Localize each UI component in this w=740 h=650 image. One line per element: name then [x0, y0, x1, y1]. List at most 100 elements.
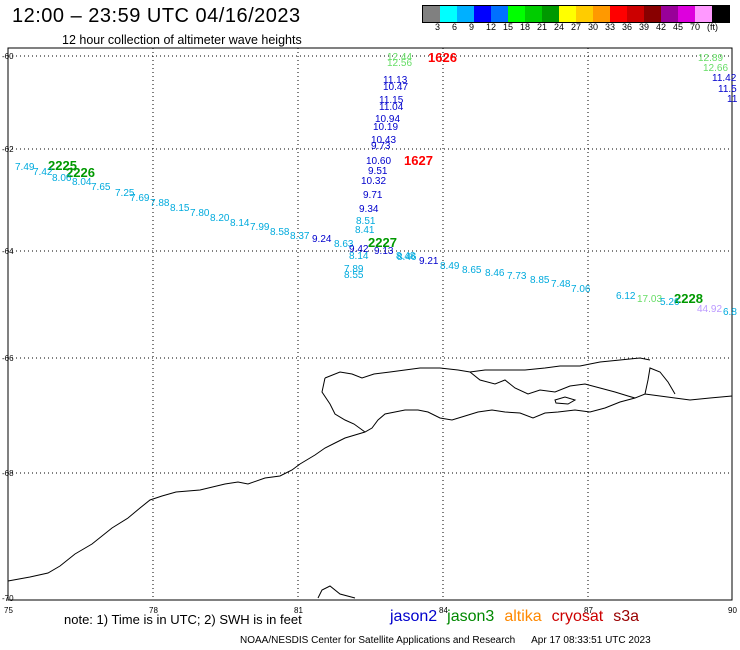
colorbar-label: 12: [486, 22, 497, 32]
wave-height-label: 7.88: [150, 198, 170, 209]
wave-height-label: 9.73: [371, 141, 391, 152]
wave-height-label: 8.15: [170, 203, 190, 214]
wave-height-label: 44.92: [697, 304, 722, 315]
colorbar-label: 24: [554, 22, 565, 32]
wave-height-label: 8.46: [397, 252, 417, 263]
colorbar-label: 6: [452, 22, 458, 32]
colorbar-swatch: [508, 6, 525, 22]
colorbar-swatch: [678, 6, 695, 22]
timestamp-text: Apr 17 08:33:51 UTC 2023: [531, 635, 651, 646]
wave-height-label: 8.65: [462, 265, 482, 276]
wave-height-label: 11.15: [379, 95, 404, 106]
wave-height-label: 9.21: [419, 256, 439, 267]
colorbar-label: 33: [605, 22, 616, 32]
wave-height-label: 8.14: [230, 218, 250, 229]
wave-height-label: 8.51: [356, 216, 376, 227]
satellite-legend: jason2 jason3 altika cryosat s3a: [390, 608, 649, 626]
wave-height-label: 7.06: [571, 284, 591, 295]
wave-height-label: 11.42: [712, 73, 737, 84]
wave-height-label: 11.04: [379, 102, 404, 113]
wave-height-label: 6.12: [616, 291, 636, 302]
wave-height-label: 8.55: [344, 270, 364, 281]
wave-height-colorbar: [422, 5, 730, 23]
coastline-east: [469, 371, 636, 399]
map-subtitle: 12 hour collection of altimeter wave hei…: [62, 33, 302, 47]
map-title: 12:00 – 23:59 UTC 04/16/2023: [12, 5, 301, 27]
legend-s3a: s3a: [613, 608, 640, 625]
longitude-label: 81: [294, 606, 303, 615]
latitude-label: -70: [2, 594, 14, 603]
colorbar-label: 70: [690, 22, 701, 32]
colorbar-swatch: [644, 6, 661, 22]
footer-note: note: 1) Time is in UTC; 2) SWH is in fe…: [64, 612, 302, 627]
wave-height-label: 9.71: [363, 190, 383, 201]
colorbar-swatch: [610, 6, 627, 22]
wave-height-label: 7.49: [15, 162, 35, 173]
colorbar-swatch: [576, 6, 593, 22]
colorbar-label: (ft): [707, 22, 718, 32]
track-time-label: 2226: [66, 165, 95, 180]
colorbar-label: 39: [639, 22, 650, 32]
wave-height-label: 8.14: [349, 251, 369, 262]
wave-height-label: 10.32: [361, 176, 386, 187]
colorbar-swatch: [712, 6, 729, 22]
wave-height-label: 7.48: [551, 279, 571, 290]
latitude-labels: -60 -62 -64 -66 -68 -70: [2, 52, 14, 603]
colorbar-swatch: [559, 6, 576, 22]
latitude-label: -68: [2, 469, 14, 478]
wave-height-label: 9.34: [359, 204, 379, 215]
wave-height-label: 9.42: [349, 244, 369, 255]
wave-height-label: 10.60: [366, 156, 391, 167]
latitude-label: -64: [2, 247, 14, 256]
wave-height-label: 9.13: [374, 246, 394, 257]
track-time-label: 2225: [48, 158, 77, 173]
wave-height-label: 9.24: [312, 234, 332, 245]
wave-height-label: 8.46: [485, 268, 505, 279]
wave-height-label: 11.5: [718, 84, 737, 95]
wave-height-label: 8.06: [52, 173, 72, 184]
wave-height-label: 12.44: [387, 52, 412, 63]
wave-height-label: 8.37: [290, 231, 310, 242]
longitude-labels: 75 78 81 84 87 90: [4, 606, 737, 615]
colorbar-swatch: [695, 6, 712, 22]
colorbar-label: 30: [588, 22, 599, 32]
colorbar-swatch: [627, 6, 644, 22]
wave-height-label: 7.73: [507, 271, 527, 282]
wave-height-label: 9.51: [368, 166, 388, 177]
latitude-label: -60: [2, 52, 14, 61]
legend-altika: altika: [504, 608, 542, 625]
colorbar-swatch: [491, 6, 508, 22]
wave-height-label: 8.48: [396, 251, 416, 262]
wave-height-label: 12.66: [703, 63, 728, 74]
wave-height-label: 7.42: [33, 167, 53, 178]
coastline-shelf: [324, 357, 651, 379]
wave-height-label: 10.43: [371, 135, 396, 146]
wave-height-label: 7.65: [91, 182, 111, 193]
latitude-label: -66: [2, 354, 14, 363]
wave-height-label: 11.13: [383, 75, 408, 86]
colorbar-label: 18: [520, 22, 531, 32]
colorbar-label: 9: [469, 22, 475, 32]
wave-height-label: 7.25: [115, 188, 135, 199]
wave-height-label: 12.89: [698, 53, 723, 64]
wave-height-label: 17.03: [637, 294, 662, 305]
track-time-label: 2227: [368, 235, 397, 250]
legend-jason3: jason3: [447, 608, 495, 625]
wave-height-label: 10.47: [383, 82, 408, 93]
wave-height-label: 8.41: [355, 225, 375, 236]
track-time-label: 1626: [428, 50, 457, 65]
wave-height-label: 7.69: [130, 193, 150, 204]
wave-height-label: 8.49: [440, 261, 460, 272]
wave-height-label: 11: [727, 94, 738, 105]
wave-height-label: 8.20: [210, 213, 230, 224]
longitude-label: 90: [728, 606, 737, 615]
map-frame: [7, 47, 733, 601]
colorbar-swatch: [661, 6, 678, 22]
coastline-bay: [321, 377, 366, 433]
colorbar-swatch: [474, 6, 491, 22]
colorbar-swatch: [542, 6, 559, 22]
wave-height-label: 8.04: [72, 177, 92, 188]
